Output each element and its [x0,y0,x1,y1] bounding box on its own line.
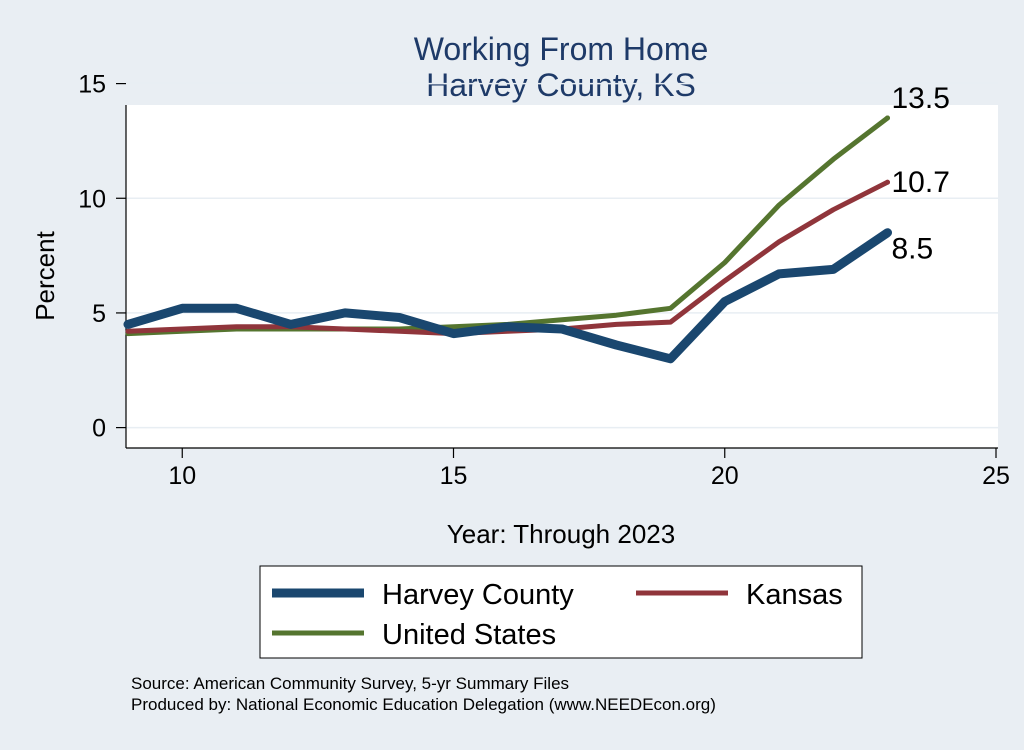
end-point-marker [885,115,890,121]
y-tick-label: 5 [92,300,106,328]
series-line-kansas [125,179,890,337]
y-axis-title: Percent [30,230,60,320]
end-point-marker [885,179,890,185]
legend: Harvey County Kansas United States [259,565,863,659]
end-value-label: 10.7 [892,166,950,199]
chart-subtitle: Harvey County, KS [426,67,696,103]
y-tick-label: 0 [92,415,106,443]
axes: 0 5 10 15 10 15 20 25 [78,71,1010,490]
chart-title: Working From Home [414,31,709,67]
end-value-label: 8.5 [892,233,934,266]
legend-label: Kansas [746,579,843,611]
legend-label: United States [382,619,556,651]
series-line-harvey-county [123,228,892,364]
y-tick-label: 15 [78,71,106,99]
legend-label: Harvey County [382,579,574,611]
end-labels: 8.5 10.7 13.5 [885,82,950,266]
end-point-marker [885,230,890,236]
source-note: Source: American Community Survey, 5-yr … [131,674,569,693]
x-axis-title: Year: Through 2023 [447,519,675,549]
x-tick-label: 20 [711,462,739,490]
x-tick-label: 25 [982,462,1010,490]
legend-box [259,565,863,659]
plot-area [126,105,998,448]
x-tick-label: 10 [168,462,196,490]
x-tick-label: 15 [440,462,468,490]
series-lines [123,115,892,364]
y-tick-label: 10 [78,185,106,213]
end-value-label: 13.5 [892,82,950,115]
producer-note: Produced by: National Economic Education… [131,695,716,714]
gridlines [126,82,998,429]
